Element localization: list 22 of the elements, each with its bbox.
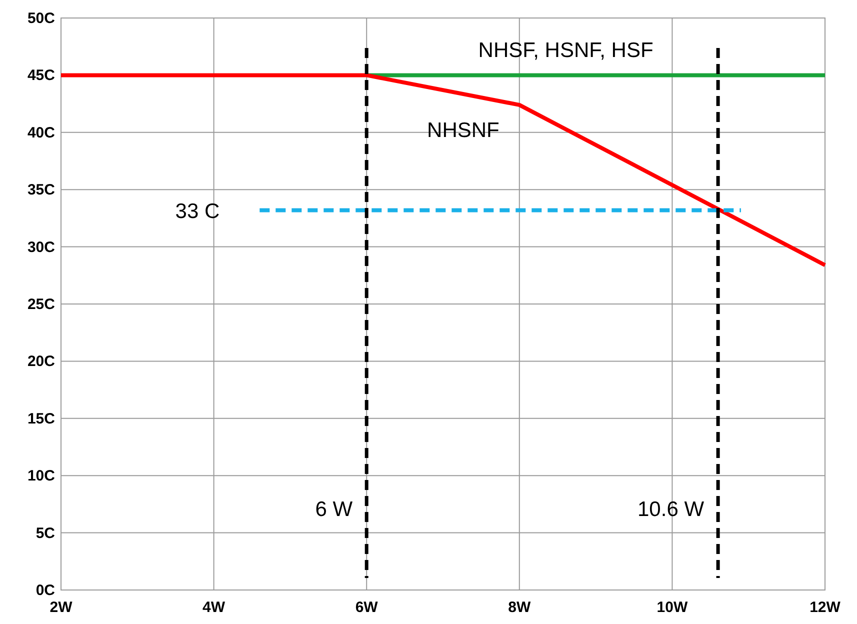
x-tick-label: 2W xyxy=(50,599,74,616)
y-tick-label: 35C xyxy=(27,182,56,199)
y-tick-label: 40C xyxy=(27,124,56,142)
y-tick-label: 50C xyxy=(27,10,56,27)
x-tick-label: 12W xyxy=(810,599,842,616)
x-tick-label: 8W xyxy=(508,599,532,616)
series-label: 33 C xyxy=(175,200,220,224)
y-tick-label: 0C xyxy=(36,582,56,599)
series-label: NHSNF xyxy=(427,118,500,142)
x-tick-label: 10W xyxy=(656,599,688,616)
ref-line-label: 10.6 W xyxy=(638,498,704,521)
y-tick-label: 20C xyxy=(27,353,56,370)
ref-line-label: 6 W xyxy=(315,498,353,521)
series-label: NHSF, HSNF, HSF xyxy=(478,39,654,62)
y-tick-label: 15C xyxy=(27,410,56,428)
y-tick-label: 30C xyxy=(27,238,56,256)
y-tick-label: 25C xyxy=(27,296,56,313)
x-tick-label: 6W xyxy=(355,599,379,616)
y-tick-label: 45C xyxy=(27,67,56,84)
y-tick-label: 5C xyxy=(36,524,56,542)
x-tick-label: 4W xyxy=(202,599,226,616)
y-tick-label: 10C xyxy=(27,468,56,485)
